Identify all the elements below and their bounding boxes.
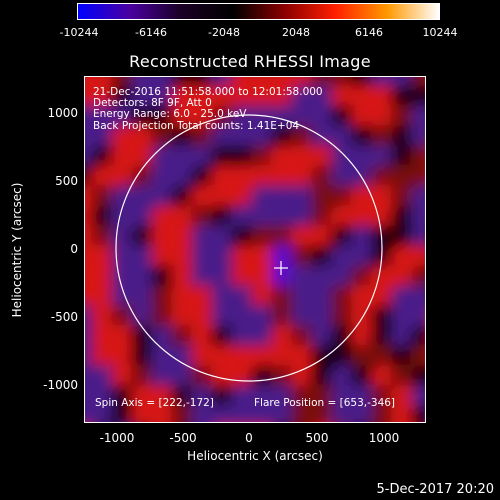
y-tick-label: 500 [55, 174, 78, 188]
method-counts-text: Back Projection Total counts: 1.41E+04 [93, 120, 300, 132]
y-tick-label: -1000 [43, 378, 78, 392]
pattern-blob [410, 164, 425, 190]
pattern-blob [410, 204, 425, 230]
pattern-blob [410, 124, 425, 150]
flare-crosshair-icon [274, 261, 288, 275]
y-tick-label: -500 [50, 310, 78, 324]
x-tick-label: 500 [305, 431, 329, 445]
spin-axis-text: Spin Axis = [222,-172] [95, 397, 214, 409]
x-tick-label: -1000 [99, 431, 135, 445]
detectors-text: Detectors: 8F 9F, Att 0 [93, 97, 212, 109]
interference-pattern [85, 77, 425, 422]
colorbar-tick-label: 10244 [422, 26, 458, 39]
pattern-blob [410, 384, 425, 410]
pattern-blob [410, 104, 425, 130]
solar-limb-circle [115, 114, 383, 382]
colorbar-tick-label: -2048 [208, 26, 240, 39]
colorbar-tick-label: -10244 [59, 26, 99, 39]
colorbar-tick-label: -6146 [135, 26, 167, 39]
pattern-blob [410, 324, 425, 350]
x-tick-label: -500 [169, 431, 197, 445]
pattern-blob [410, 364, 425, 390]
colorbar-tick-label: 6146 [355, 26, 383, 39]
y-tick-label: 0 [70, 242, 78, 256]
pattern-blob [410, 344, 425, 370]
x-tick-label: 1000 [368, 431, 400, 445]
pattern-blob [410, 184, 425, 210]
pattern-blob [410, 224, 425, 250]
reconstructed-image [85, 77, 425, 422]
image-plot-area [84, 76, 426, 423]
flare-position-text: Flare Position = [653,-346] [254, 397, 396, 409]
time-range-text: 21-Dec-2016 11:51:58.000 to 12:01:58.000 [93, 86, 323, 98]
energy-range-text: Energy Range: 6.0 - 25.0 keV [93, 108, 247, 120]
y-axis-label: Heliocentric Y (arcsec) [10, 182, 24, 318]
plot-title: Reconstructed RHESSI Image [129, 52, 371, 71]
pattern-blob [410, 404, 425, 422]
colorbar-tick-label: 2048 [282, 26, 310, 39]
pattern-blob [410, 244, 425, 270]
pattern-blob [410, 284, 425, 310]
footer-date: 5-Dec-2017 20:20 [376, 482, 495, 497]
colorbar [77, 3, 440, 20]
x-axis-label: Heliocentric X (arcsec) [187, 449, 323, 463]
pattern-blob [410, 84, 425, 110]
y-tick-label: 1000 [47, 106, 78, 120]
pattern-blob [410, 144, 425, 170]
x-tick-label: 0 [245, 431, 253, 445]
pattern-blob [410, 304, 425, 330]
pattern-blob [410, 264, 425, 290]
